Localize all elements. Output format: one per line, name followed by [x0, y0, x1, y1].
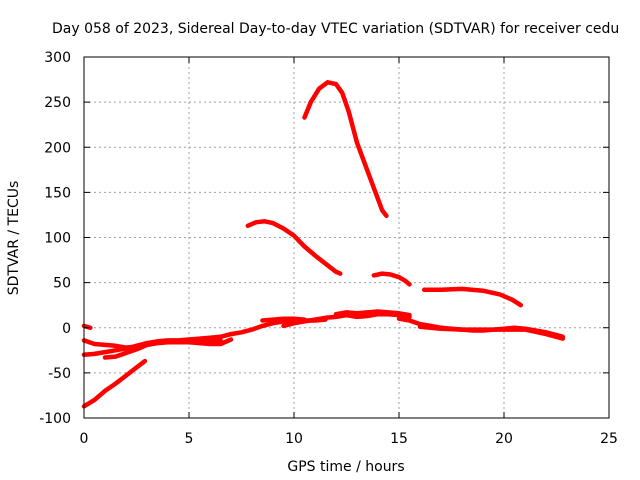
series-arc-evening [421, 286, 524, 308]
x-tick-label: 15 [390, 431, 408, 447]
y-tick-labels: -100 -50 0 50 100 150 200 250 300 [39, 50, 71, 427]
series-arc-morning-high [245, 219, 343, 276]
chart-title: Day 058 of 2023, Sidereal Day-to-day VTE… [52, 21, 619, 37]
axis-ticks [83, 56, 610, 419]
x-tick-label: 25 [600, 431, 618, 447]
x-tick-label: 10 [285, 431, 303, 447]
y-tick-label: 250 [44, 95, 71, 111]
y-tick-label: -100 [39, 411, 71, 427]
series-arc-baseline-b [81, 317, 328, 358]
y-axis-label: SDTVAR / TECUs [6, 181, 22, 296]
x-tick-label: 5 [185, 431, 194, 447]
y-tick-label: 200 [44, 140, 71, 156]
series-arc-early-rise [81, 358, 148, 409]
x-tick-labels: 0 5 10 15 20 25 [80, 431, 618, 447]
series-arc-baseline-c [102, 337, 234, 360]
y-tick-label: 50 [53, 276, 71, 292]
series-group [81, 80, 566, 409]
gridlines [84, 57, 609, 418]
series-arc-mid [371, 271, 412, 287]
y-tick-label: -50 [48, 366, 71, 382]
series-arc-afternoon [333, 309, 412, 318]
x-tick-label: 20 [495, 431, 513, 447]
y-tick-label: 100 [44, 231, 71, 247]
y-tick-label: 0 [62, 321, 71, 337]
y-tick-label: 150 [44, 185, 71, 201]
y-tick-label: 300 [44, 50, 71, 66]
x-tick-label: 0 [80, 431, 89, 447]
series-arc-night [417, 324, 566, 341]
x-axis-label: GPS time / hours [287, 459, 404, 475]
series-arc-midday [260, 316, 307, 323]
series-arc-peak [302, 80, 389, 219]
